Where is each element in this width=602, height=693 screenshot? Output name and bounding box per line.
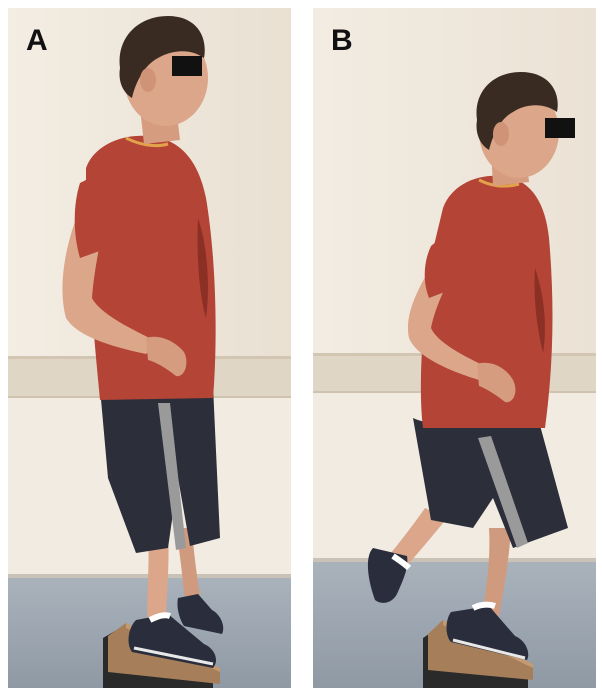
arm <box>62 173 187 377</box>
raised-leg <box>367 508 447 603</box>
head <box>119 16 208 144</box>
censor-bar <box>545 118 575 138</box>
photo-standing-on-incline <box>8 8 291 688</box>
panel-label-a: A <box>26 24 48 57</box>
shoes <box>128 594 224 668</box>
head <box>476 72 559 186</box>
shorts <box>413 418 568 548</box>
arm <box>407 233 516 403</box>
standing-leg <box>446 528 529 660</box>
photo-single-leg-stance <box>313 8 596 688</box>
panel-label-b: B <box>331 24 353 57</box>
shorts <box>100 386 220 553</box>
censor-bar <box>172 56 202 76</box>
photo-panel-a: A <box>8 8 291 688</box>
photo-panel-b: B <box>313 8 596 688</box>
